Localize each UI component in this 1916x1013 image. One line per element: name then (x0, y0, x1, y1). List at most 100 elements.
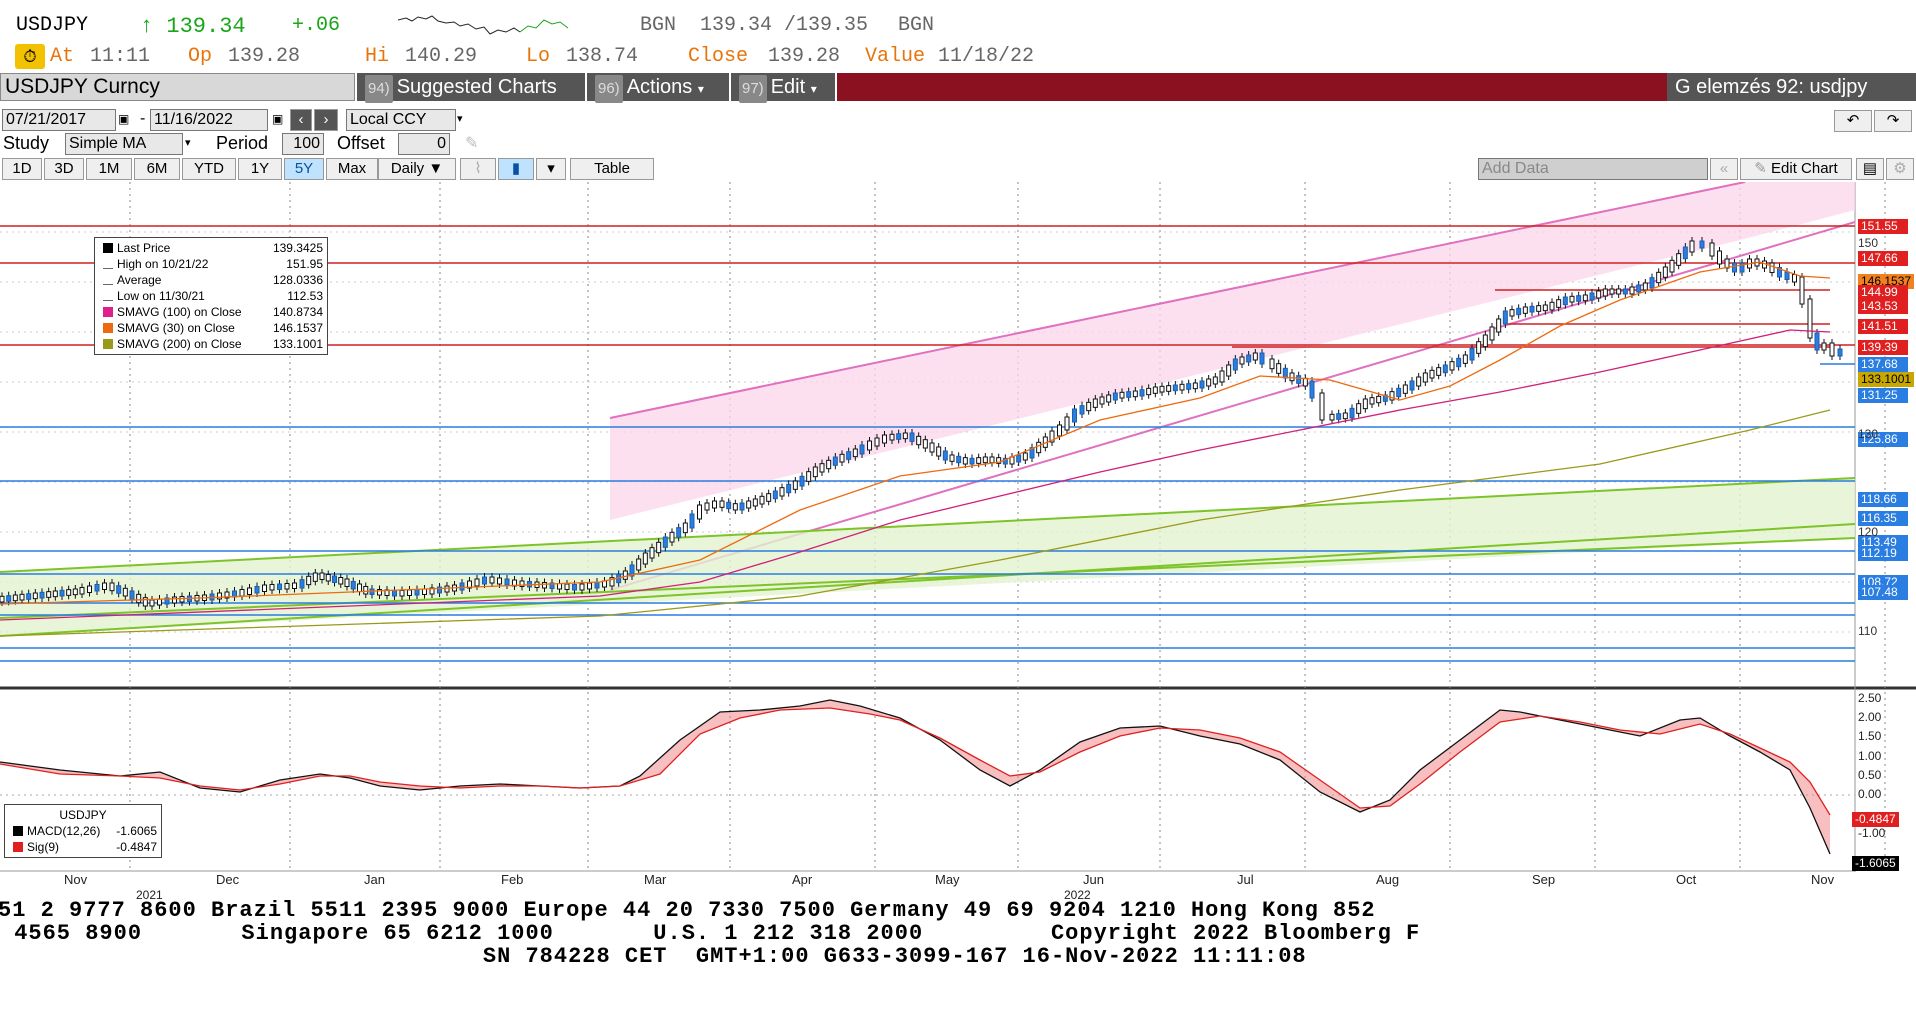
candle-body (46, 591, 52, 598)
range-button-1m[interactable]: 1M (86, 158, 132, 180)
legend-swatch (103, 268, 113, 269)
candle-body (1582, 294, 1588, 302)
candle-body (1717, 250, 1722, 265)
chart-settings-icon[interactable]: ▤ (1856, 158, 1884, 180)
candle-body (1319, 392, 1325, 421)
candle-body (1246, 354, 1252, 363)
candle-body (1562, 296, 1568, 306)
candle-body (949, 454, 955, 462)
edit-menu[interactable]: 97) Edit ▾ (731, 73, 835, 103)
frequency-select[interactable]: Daily ▼ (378, 158, 456, 180)
legend-swatch (13, 826, 23, 836)
x-month-label: Dec (216, 872, 240, 887)
candle-body (732, 503, 738, 511)
candle-body (1509, 309, 1515, 317)
candle-chart-icon[interactable]: ▮ (498, 158, 534, 180)
candle-body (882, 434, 887, 444)
range-button-1y[interactable]: 1Y (238, 158, 282, 180)
candle-body (726, 501, 732, 510)
candle-body (549, 582, 555, 589)
candle-body (1029, 447, 1035, 459)
candle-body (812, 466, 818, 478)
alert-icon[interactable]: ⏱ (15, 44, 45, 69)
chevron-down-icon[interactable]: ▾ (457, 113, 463, 125)
security-field[interactable]: USDJPY Curncy (0, 73, 355, 101)
candle-body (1449, 361, 1455, 371)
candle-body (224, 591, 230, 599)
suggested-label: Suggested Charts (396, 76, 557, 98)
candle-body (1302, 377, 1308, 387)
table-button[interactable]: Table (570, 158, 654, 180)
x-month-label: Jan (364, 872, 385, 887)
legend-swatch (103, 339, 113, 349)
range-button-3d[interactable]: 3D (44, 158, 84, 180)
candle-body (896, 433, 902, 440)
period-input[interactable]: 100 (282, 133, 324, 155)
candle-body (564, 583, 570, 590)
range-button-max[interactable]: Max (326, 158, 378, 180)
pink-channel (610, 182, 1855, 520)
range-button-1d[interactable]: 1D (2, 158, 42, 180)
add-data-input[interactable]: Add Data (1478, 158, 1708, 180)
candle-body (642, 552, 648, 565)
currency-select[interactable]: Local CCY (346, 109, 456, 131)
at-time: 11:11 (90, 45, 151, 68)
chevron-down-icon[interactable]: ▾ (185, 137, 191, 149)
redo-button[interactable]: ↷ (1874, 110, 1912, 132)
candle-body (1629, 286, 1635, 295)
legend-label: High on 10/21/22 (117, 257, 209, 271)
end-date-input[interactable]: 11/16/2022 (150, 109, 268, 131)
candle-body (136, 593, 142, 604)
pencil-icon[interactable]: ✎ (465, 135, 479, 152)
next-period-button[interactable]: › (314, 109, 338, 131)
candle-body (1219, 370, 1225, 383)
high-value: 140.29 (405, 45, 478, 68)
candle-body (1232, 358, 1238, 371)
undo-button[interactable]: ↶ (1834, 110, 1872, 132)
candle-body (467, 580, 472, 589)
actions-menu[interactable]: 96) Actions ▾ (587, 73, 729, 103)
offset-input[interactable]: 0 (398, 133, 450, 155)
range-button-6m[interactable]: 6M (134, 158, 180, 180)
candle-body (752, 498, 758, 507)
legend-row: MACD(12,26) -1.6065 (5, 823, 161, 839)
candle-body (779, 487, 785, 497)
legend-row: Low on 11/30/21 112.53 (95, 288, 327, 304)
candle-body (392, 590, 397, 597)
legend-label: Last Price (117, 241, 171, 255)
candle-body (422, 588, 427, 595)
legend-label: MACD(12,26) (27, 824, 101, 838)
line-chart-icon[interactable]: ⌇ (460, 158, 496, 180)
footer-line-2: 4565 8900 Singapore 65 6212 1000 U.S. 1 … (0, 921, 1421, 946)
sma-30-line (0, 261, 1831, 605)
candle-body (1376, 395, 1382, 404)
collapse-icon[interactable]: « (1710, 158, 1738, 180)
candle-body (1057, 424, 1062, 437)
candle-body (164, 597, 170, 605)
candle-body (1212, 376, 1218, 385)
candle-body (1289, 372, 1295, 382)
candle-body (414, 589, 420, 596)
legend-swatch (103, 307, 113, 317)
prev-period-button[interactable]: ‹ (290, 109, 312, 131)
candle-body (1186, 383, 1192, 390)
edit-chart-button[interactable]: ✎ Edit Chart (1740, 158, 1852, 180)
candle-body (1642, 282, 1648, 291)
range-button-5y[interactable]: 5Y (284, 158, 324, 180)
candle-body (1396, 387, 1402, 398)
candle-body (656, 541, 662, 554)
actions-num: 96) (595, 75, 623, 103)
range-button-ytd[interactable]: YTD (182, 158, 236, 180)
gear-icon[interactable]: ⚙ (1886, 158, 1914, 180)
calendar-icon[interactable]: ▣ (272, 112, 284, 126)
edit-chart-label: Edit Chart (1771, 160, 1838, 177)
chart-type-dropdown[interactable]: ▾ (536, 158, 566, 180)
study-select[interactable]: Simple MA (65, 133, 183, 155)
macd-tag: -1.6065 (1852, 856, 1899, 871)
candle-body (839, 453, 845, 463)
suggested-charts-menu[interactable]: 94) Suggested Charts (357, 73, 585, 103)
start-date-input[interactable]: 07/21/2017 (2, 109, 116, 131)
legend-swatch (103, 323, 113, 333)
candle-body (269, 584, 275, 591)
calendar-icon[interactable]: ▣ (118, 112, 130, 126)
